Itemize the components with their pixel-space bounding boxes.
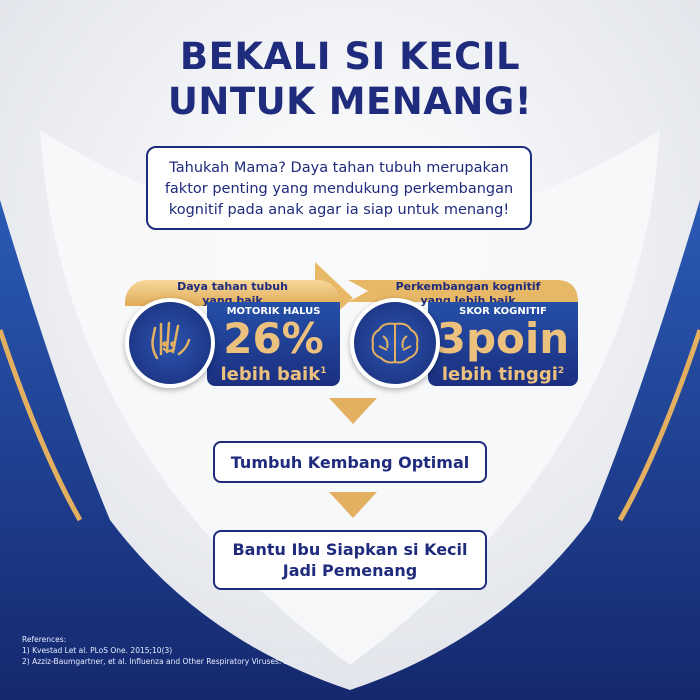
card-motorik: Daya tahan tubuh yang baik MOTORIK HALUS… xyxy=(125,262,355,388)
stat-value: 3poin xyxy=(436,314,570,363)
references: References: 1) Kvestad Let al. PLoS One.… xyxy=(22,634,322,667)
headline: BEKALI SI KECIL UNTUK MENANG! xyxy=(0,34,700,124)
stat-value: 26% xyxy=(223,314,324,363)
info-text: Tahukah Mama? Daya tahan tubuh merupakan xyxy=(169,160,509,176)
info-box: Tahukah Mama? Daya tahan tubuh merupakan… xyxy=(146,146,532,230)
band-text: Daya tahan tubuh xyxy=(177,280,288,293)
card-kognitif: Perkembangan kognitif yang lebih baik SK… xyxy=(348,262,580,388)
band-text: Perkembangan kognitif xyxy=(395,280,541,293)
footnote-mark: 2 xyxy=(557,366,565,376)
step-text: Jadi Pemenang xyxy=(282,561,418,580)
reference-item: 2) Azziz-Baumgartner, et al. Influenza a… xyxy=(22,657,323,666)
stat-panel: MOTORIK HALUS 26% lebih baik1 xyxy=(207,302,340,386)
stat-sub: lebih tinggi xyxy=(441,364,558,385)
step-box: Tumbuh Kembang Optimal xyxy=(213,441,487,483)
stat-label: SKOR KOGNITIF xyxy=(459,306,547,317)
footnote-mark: 1 xyxy=(320,366,327,376)
down-arrow-icon xyxy=(329,492,377,518)
step-text: Bantu Ibu Siapkan si Kecil xyxy=(232,540,468,559)
arrow-band-icon xyxy=(348,280,578,302)
down-arrow-icon xyxy=(329,398,377,424)
stat-sub: lebih baik xyxy=(220,364,321,385)
stat-label: MOTORIK HALUS xyxy=(226,306,321,317)
headline-line: BEKALI SI KECIL xyxy=(179,35,521,78)
step-box: Bantu Ibu Siapkan si Kecil Jadi Pemenang xyxy=(213,530,487,590)
step-text: Tumbuh Kembang Optimal xyxy=(230,452,470,472)
references-heading: References: xyxy=(22,635,67,644)
stat-panel: SKOR KOGNITIF 3poin lebih tinggi2 xyxy=(428,302,578,386)
headline-line: UNTUK MENANG! xyxy=(167,80,533,123)
reference-item: 1) Kvestad Let al. PLoS One. 2015;10(3) xyxy=(22,646,173,655)
info-text: faktor penting yang mendukung perkembang… xyxy=(164,181,514,197)
brain-icon xyxy=(350,298,440,388)
info-text: kognitif pada anak agar ia siap untuk me… xyxy=(168,202,510,218)
hand-smile-icon xyxy=(125,298,215,388)
